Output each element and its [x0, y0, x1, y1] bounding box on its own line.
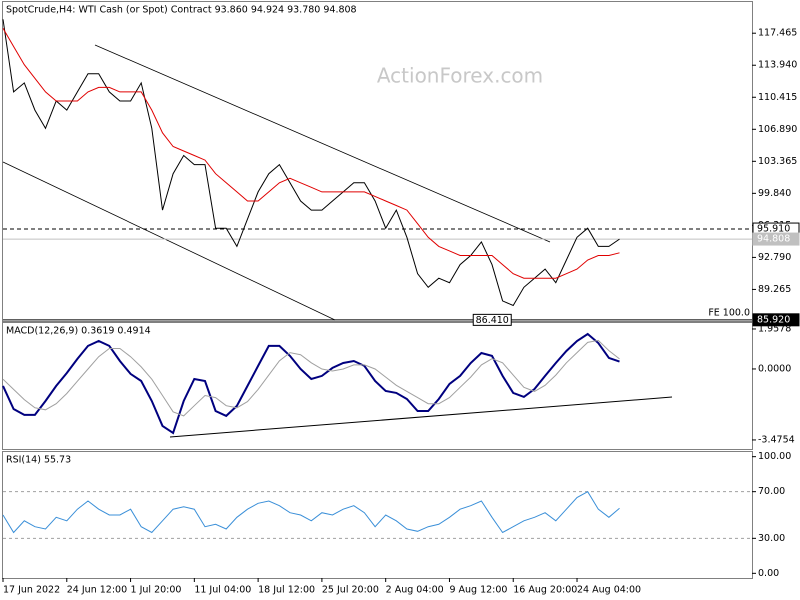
series-line	[2, 28, 620, 279]
price-level-box	[752, 313, 800, 327]
price-level-note: FE 100.0	[708, 307, 750, 318]
x-tick-label: 11 Jul 04:00	[194, 585, 251, 596]
y-tick-label: 0.00	[758, 568, 779, 579]
price-level-label: 85.920	[757, 314, 790, 325]
macd-panel-frame	[2, 322, 753, 450]
y-tick-label: 70.00	[758, 486, 785, 497]
channel-upper	[94, 44, 551, 243]
y-tick-label: 106.890	[758, 124, 797, 135]
price-level-label: 94.808	[757, 234, 790, 245]
x-tick-label: 2 Aug 04:00	[386, 585, 444, 596]
x-tick-label: 18 Jul 12:00	[258, 585, 315, 596]
macd-title: MACD(12,26,9) 0.3619 0.4914	[6, 326, 151, 337]
series-line	[2, 19, 620, 307]
series-line	[2, 332, 620, 435]
x-tick-label: 17 Jun 2022	[3, 585, 60, 596]
y-tick-label: 110.415	[758, 92, 797, 103]
price-level-label: 95.910	[757, 224, 790, 235]
x-tick-label: 16 Aug 20:00	[513, 585, 577, 596]
x-tick-label: 24 Jun 12:00	[67, 585, 127, 596]
y-tick-label: -3.4754	[758, 434, 795, 445]
y-tick-label: 0.0000	[758, 363, 791, 374]
series-line	[2, 491, 620, 534]
y-tick-label: 100.00	[758, 451, 791, 462]
x-tick-label: 24 Aug 04:00	[577, 585, 641, 596]
x-tick-label: 1 Jul 20:00	[131, 585, 182, 596]
y-tick-label: 89.265	[758, 284, 791, 295]
y-tick-label: 92.790	[758, 252, 791, 263]
y-tick-label: 1.9578	[758, 323, 791, 334]
watermark: ActionForex.com	[377, 64, 543, 88]
channel-lower	[2, 161, 336, 321]
y-tick-label: 99.840	[758, 188, 791, 199]
y-tick-label: 30.00	[758, 533, 785, 544]
price-level-box	[752, 232, 800, 246]
low-label-box	[472, 313, 512, 326]
series-line	[2, 339, 620, 417]
y-tick-label: 113.940	[758, 60, 797, 71]
y-tick-label: 103.365	[758, 156, 797, 167]
x-tick-label: 25 Jul 20:00	[322, 585, 379, 596]
x-tick-label: 9 Aug 12:00	[449, 585, 507, 596]
macd-trendline	[169, 396, 673, 438]
rsi-title: RSI(14) 55.73	[6, 455, 71, 466]
low-label: 86.410	[476, 315, 509, 326]
chart-title: SpotCrude,H4: WTI Cash (or Spot) Contrac…	[6, 5, 357, 16]
rsi-panel-frame	[2, 451, 753, 579]
y-tick-label: 117.465	[758, 28, 797, 39]
